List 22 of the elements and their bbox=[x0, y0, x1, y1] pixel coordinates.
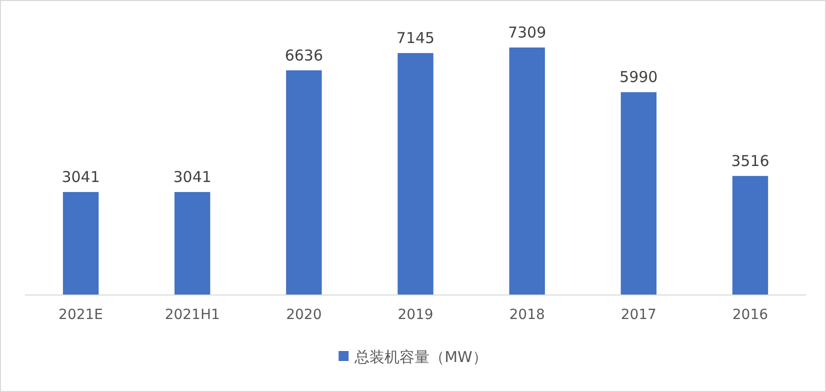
x-tick-label: 2021H1 bbox=[164, 306, 220, 323]
data-label: 7145 bbox=[396, 29, 435, 48]
x-tick-label: 2017 bbox=[620, 306, 656, 323]
bar bbox=[62, 192, 99, 295]
bar bbox=[286, 70, 322, 295]
bar bbox=[398, 53, 434, 295]
x-tick-label: 2019 bbox=[398, 306, 434, 323]
legend-label: 总装机容量（MW） bbox=[354, 348, 488, 366]
data-label: 3516 bbox=[731, 152, 770, 170]
bar bbox=[509, 48, 545, 295]
x-tick-label: 2021E bbox=[58, 306, 104, 323]
x-tick-label: 2018 bbox=[509, 306, 545, 323]
x-tick-label: 2016 bbox=[732, 306, 768, 323]
data-label: 5990 bbox=[620, 68, 658, 86]
bar bbox=[620, 92, 656, 295]
bar bbox=[174, 192, 210, 295]
data-label: 6636 bbox=[284, 46, 324, 64]
data-label: 3041 bbox=[173, 168, 212, 186]
data-label: 3041 bbox=[62, 168, 100, 186]
x-tick-label: 2020 bbox=[286, 306, 322, 323]
data-label: 7309 bbox=[508, 24, 546, 42]
bar bbox=[732, 176, 768, 295]
